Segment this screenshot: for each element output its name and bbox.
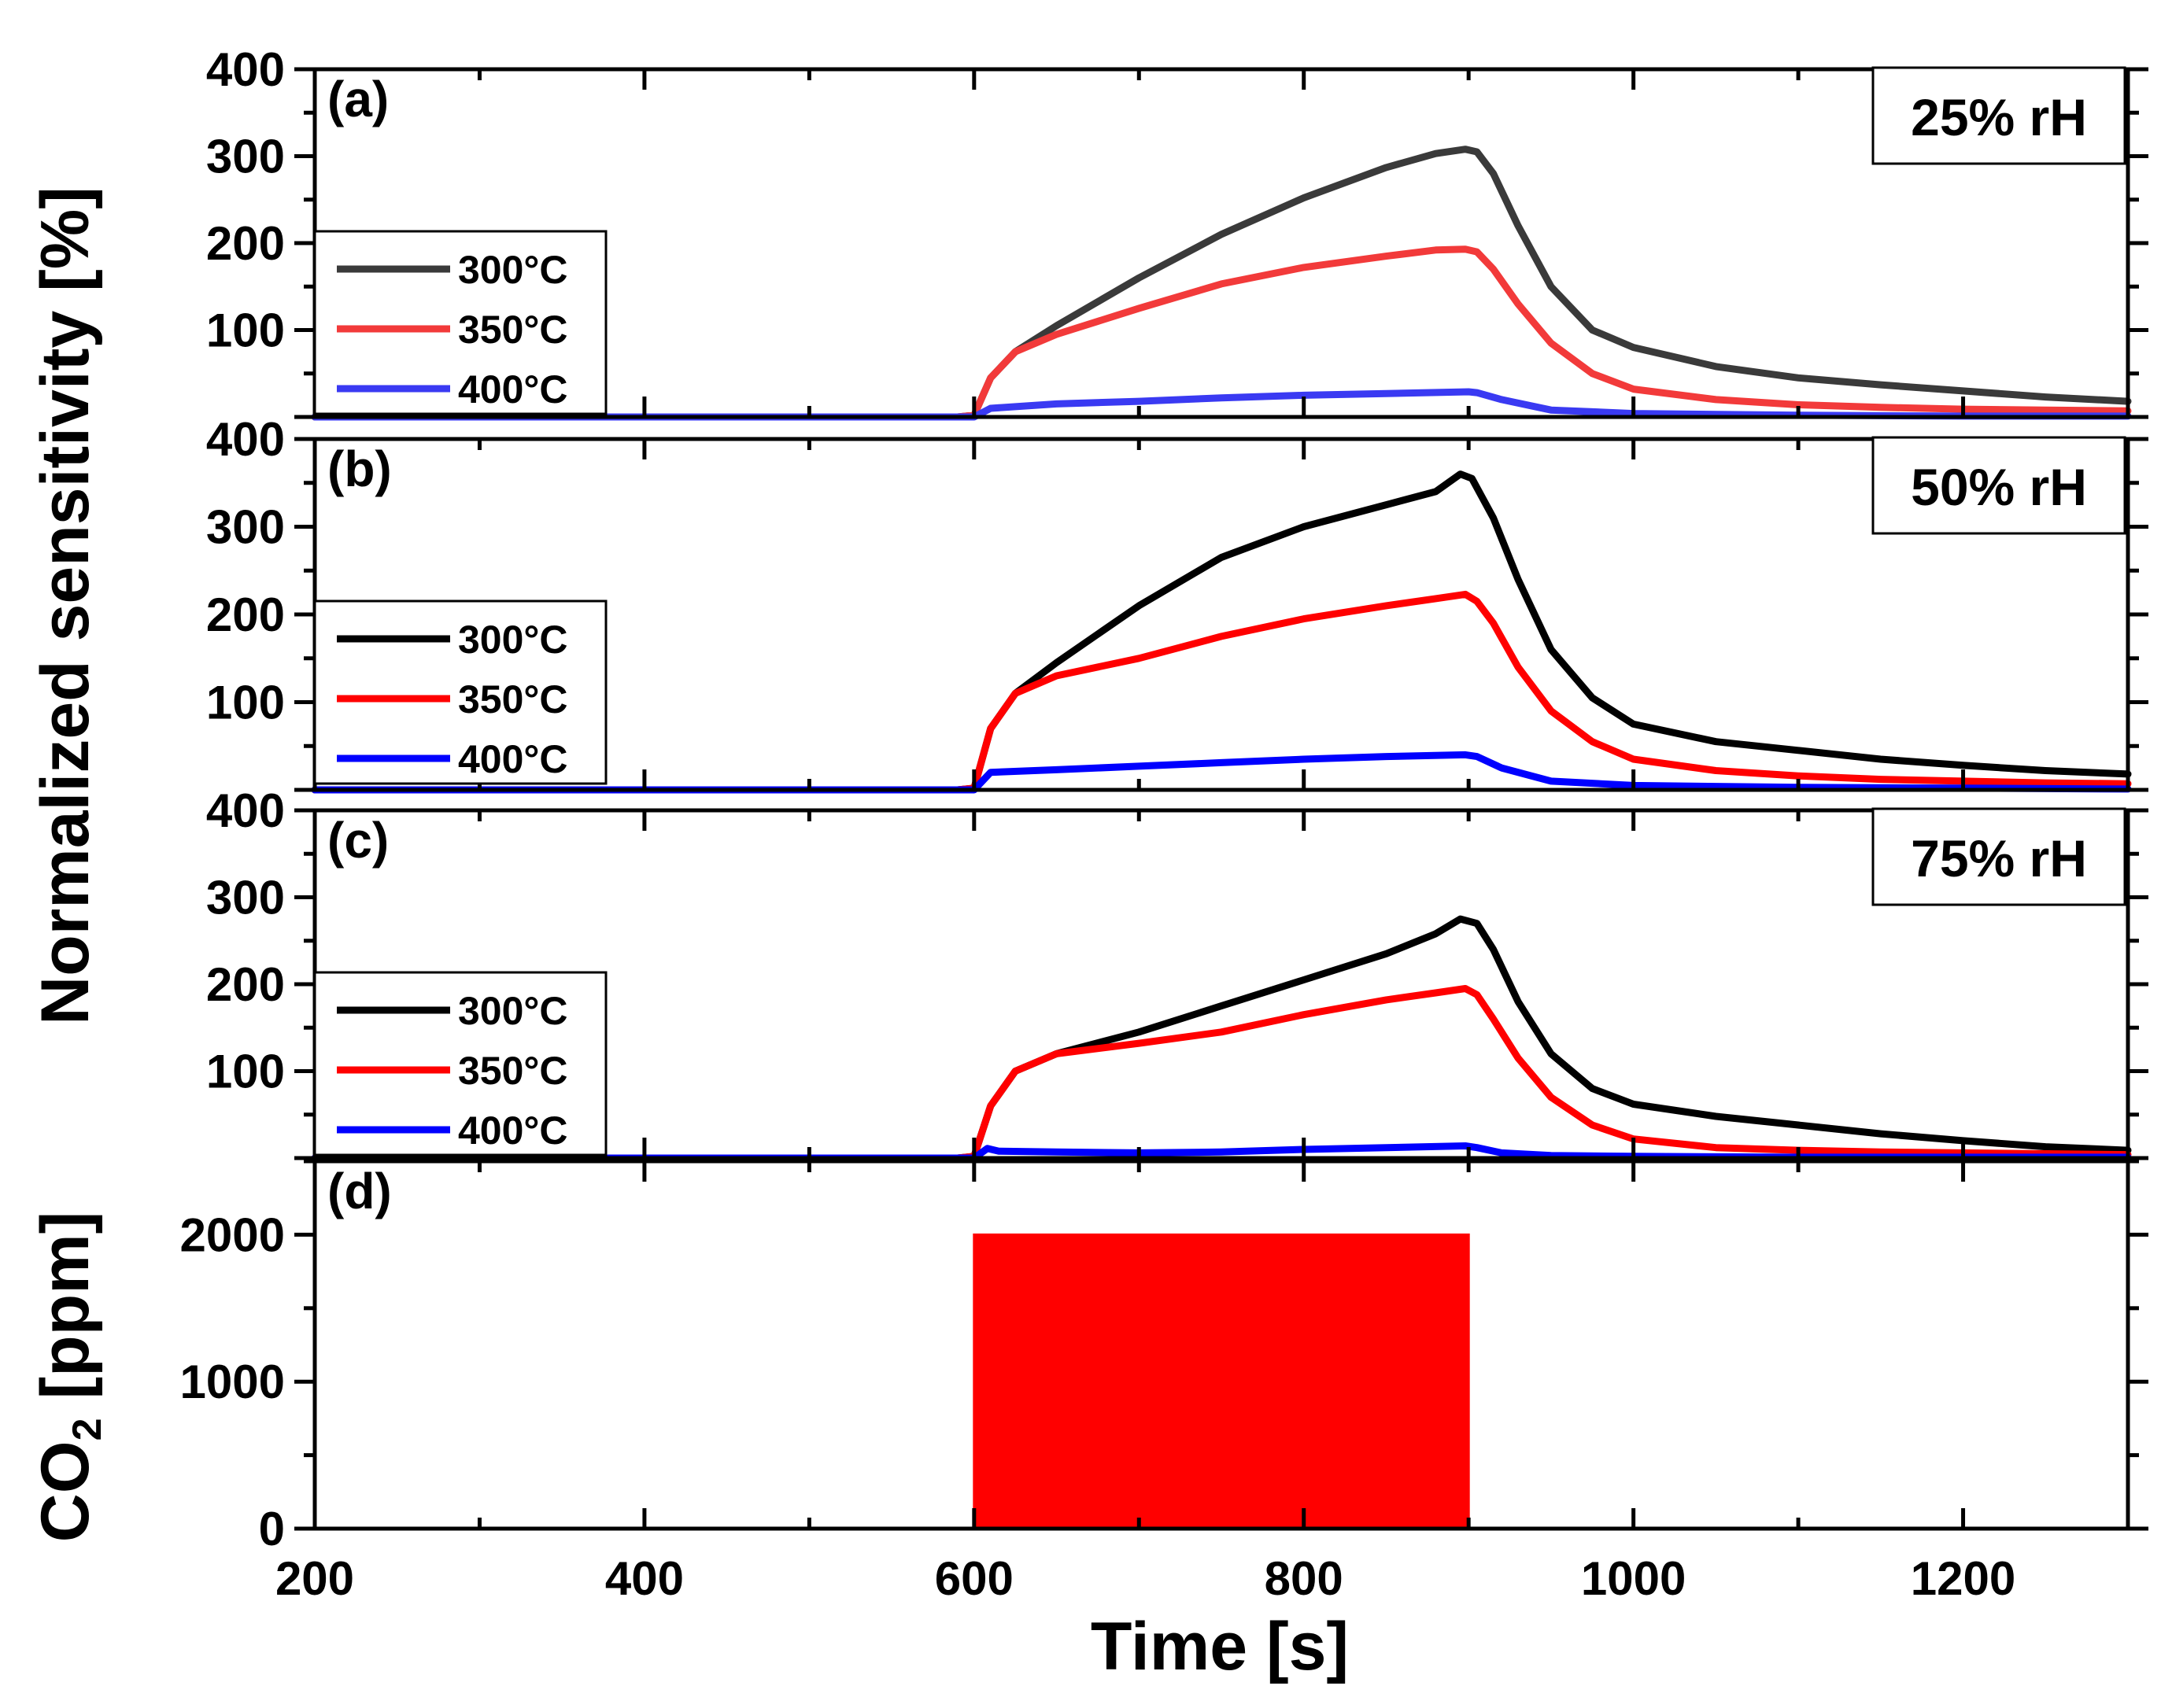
panel-c-legend: [313, 971, 608, 1156]
panel-c-y-tick-label: 100: [206, 1046, 285, 1098]
panel-c-legend-label: 350°C: [458, 1049, 568, 1093]
panel-d-co2-pulse: [315, 1233, 2128, 1530]
panel-b-label: (b): [327, 441, 392, 497]
panel-c-y-tick-label: 300: [206, 872, 285, 924]
panel-c-series-2-line: [311, 985, 2132, 1162]
panel-d: 0 1000 2000 200 400 600 800 1000 1200 (d): [180, 1159, 2148, 1605]
panel-a-y-tick-label: 400: [206, 43, 285, 96]
panel-d-x-tick-label: 400: [605, 1552, 684, 1605]
panel-c-y-tick-label: 200: [206, 958, 285, 1011]
panel-a-label: (a): [327, 71, 389, 127]
panel-b: 100 200 300 400 (b) 50% rH 300°C 350°C 400°C: [206, 413, 2148, 794]
panel-a-rh-box: [1871, 66, 2126, 165]
panel-d-y-tick-label: 1000: [180, 1356, 285, 1408]
panel-a-y-tick-label: 200: [206, 217, 285, 270]
panel-d-label: (d): [327, 1163, 392, 1219]
panel-a-legend-label: 400°C: [458, 367, 568, 411]
panel-c: 100 200 300 400 (c) 75% rH 300°C 350°C 400°C: [206, 784, 2148, 1162]
panel-b-legend-label: 300°C: [458, 618, 568, 662]
panel-a-series-3-line: [311, 388, 2132, 421]
panel-a-legend: [313, 230, 608, 415]
panel-b-y-tick-label: 300: [206, 501, 285, 554]
panel-b-series-2-line: [311, 590, 2132, 794]
panel-c-legend-label: 400°C: [458, 1109, 568, 1153]
panel-d-x-tick-label: 1200: [1911, 1552, 2015, 1605]
panel-b-y-tick-label: 200: [206, 588, 285, 641]
panel-a-y-tick-label: 300: [206, 131, 285, 183]
panel-b-y-tick-label: 100: [206, 677, 285, 729]
panel-b-rh-box: [1871, 436, 2126, 535]
panel-c-rh-box: [1871, 807, 2126, 906]
panel-c-legend-label: 300°C: [458, 989, 568, 1033]
panel-d-x-tick-label: 800: [1265, 1552, 1343, 1605]
panel-b-rh-label: 50% rH: [1911, 458, 2087, 516]
panel-a-series-2-line: [311, 245, 2132, 421]
panel-d-y-tick-label: 0: [259, 1503, 285, 1555]
panel-a-legend-label: 300°C: [458, 248, 568, 292]
panel-b-legend-label: 350°C: [458, 677, 568, 721]
panel-d-y-tick-label: 2000: [180, 1208, 285, 1261]
panel-a-rh-label: 25% rH: [1911, 88, 2087, 146]
panel-d-x-tick-label: 600: [935, 1552, 1014, 1605]
y-axis-title-co2: CO2 [ppm]: [28, 1212, 110, 1543]
panel-b-legend-label: 400°C: [458, 737, 568, 781]
panel-d-frame: [312, 1159, 2130, 1531]
y-axis-title-sensitivity: Normalized sensitivity [%]: [28, 186, 103, 1025]
panel-a: 100 200 300 400 (a) 25% rH 300°C 350°C 400°C: [206, 43, 2148, 421]
x-axis-title: Time [s]: [1091, 1609, 1349, 1684]
panel-b-y-tick-label: 400: [206, 413, 285, 466]
panel-c-y-tick-label: 400: [206, 784, 285, 837]
panel-a-y-tick-label: 100: [206, 304, 285, 357]
panel-a-legend-label: 350°C: [458, 308, 568, 352]
panel-b-series-3-line: [311, 751, 2132, 794]
panels: 100 200 300 400 (a) 25% rH 300°C 350°C 400°C 100 2…: [180, 43, 2148, 1605]
panel-c-rh-label: 75% rH: [1911, 829, 2087, 887]
panel-c-label: (c): [327, 812, 389, 869]
panel-d-x-tick-label: 1000: [1581, 1552, 1686, 1605]
panel-d-x-tick-label: 200: [275, 1552, 354, 1605]
panel-b-legend: [313, 599, 608, 785]
